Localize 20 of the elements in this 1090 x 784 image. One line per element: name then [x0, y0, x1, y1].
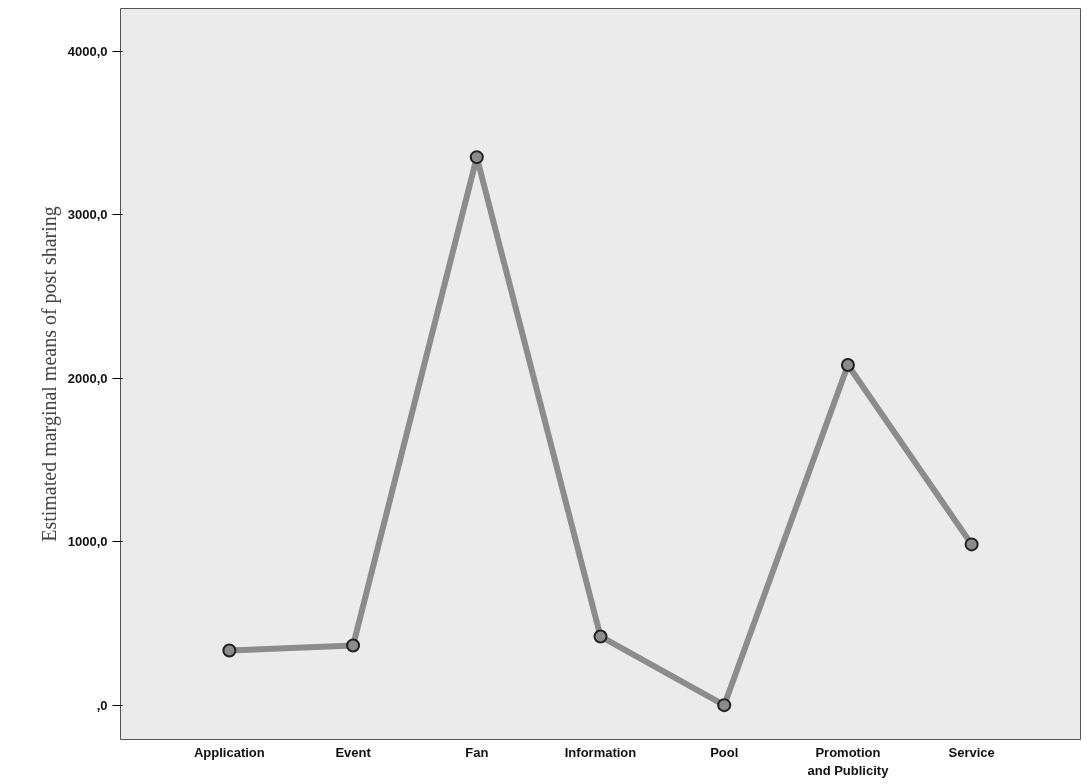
x-tick-label: Event	[335, 744, 372, 760]
x-tick-label: Information	[564, 744, 637, 760]
y-tick-label: 4000,0	[67, 43, 108, 59]
y-tick-label: 1000,0	[67, 534, 108, 550]
point	[593, 629, 608, 644]
y-tick-label: ,0	[96, 697, 108, 713]
point	[346, 638, 361, 653]
point	[222, 643, 237, 658]
point	[964, 537, 979, 552]
x-tick-label: Application	[193, 744, 265, 760]
y-tick-label: 2000,0	[67, 370, 108, 386]
x-tick-label: Promotion and Publicity	[807, 744, 890, 778]
point	[469, 150, 484, 165]
x-tick-label: Service	[948, 744, 995, 760]
x-tick-label: Fan	[465, 744, 489, 760]
y-axis-title: Estimated marginal means of post sharing	[37, 206, 61, 542]
point	[717, 698, 732, 713]
y-tick-label: 3000,0	[67, 207, 108, 223]
point	[840, 358, 855, 372]
x-tick-label: Pool	[710, 744, 739, 760]
